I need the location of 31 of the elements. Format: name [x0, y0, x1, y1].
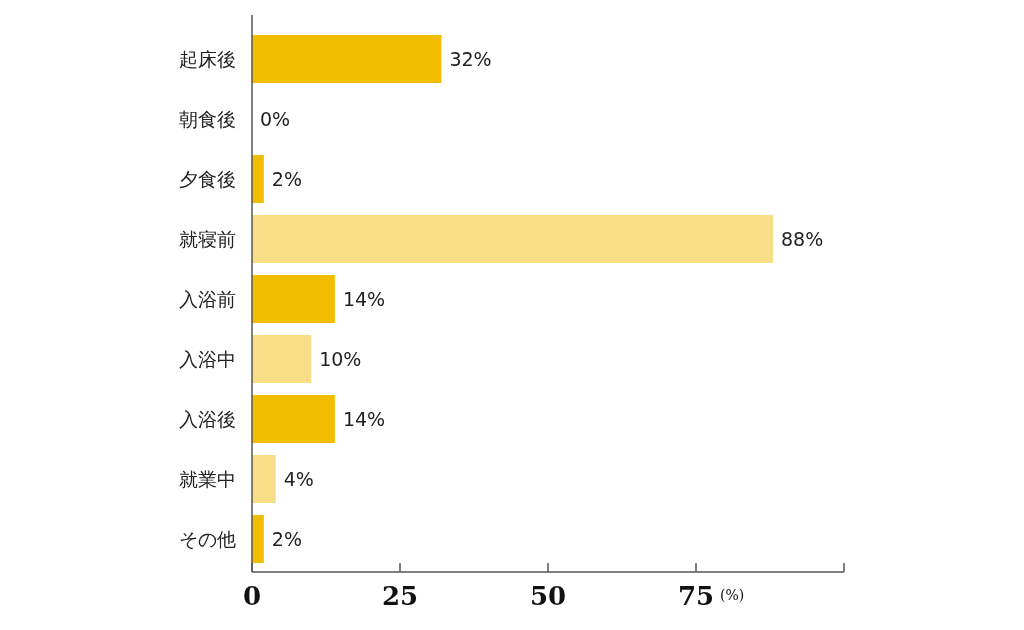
data-label: 88% — [780, 228, 824, 250]
x-tick-label: 25 — [381, 581, 419, 611]
data-label: 14% — [342, 408, 386, 430]
y-tick-label: 就寝前 — [179, 228, 236, 250]
data-label: 0% — [260, 108, 291, 130]
data-label: 14% — [342, 288, 386, 310]
y-tick-label: 入浴前 — [179, 288, 236, 310]
bar — [252, 455, 276, 503]
bar — [252, 35, 442, 83]
x-tick-label: 50 — [529, 581, 567, 611]
data-label: 4% — [283, 468, 314, 490]
data-label: 10% — [319, 348, 362, 370]
data-label: 2% — [271, 168, 302, 190]
y-tick-label: 朝食後 — [179, 108, 236, 130]
bar — [252, 275, 335, 323]
bar — [252, 515, 264, 563]
x-tick-label: 75 — [677, 581, 715, 611]
y-tick-label: その他 — [179, 528, 236, 550]
y-tick-label: 就業中 — [179, 468, 236, 490]
y-tick-label: 入浴中 — [179, 348, 236, 370]
x-axis-title: (%) — [720, 587, 745, 603]
y-tick-label: 夕食後 — [179, 168, 236, 190]
bar — [252, 215, 773, 263]
y-tick-label: 起床後 — [179, 48, 236, 70]
data-label: 2% — [271, 528, 302, 550]
bar — [252, 335, 312, 383]
bar — [252, 395, 335, 443]
x-tick-label: 0 — [242, 581, 262, 611]
data-label: 32% — [449, 48, 492, 70]
bar — [252, 155, 264, 203]
y-tick-label: 入浴後 — [179, 408, 236, 430]
